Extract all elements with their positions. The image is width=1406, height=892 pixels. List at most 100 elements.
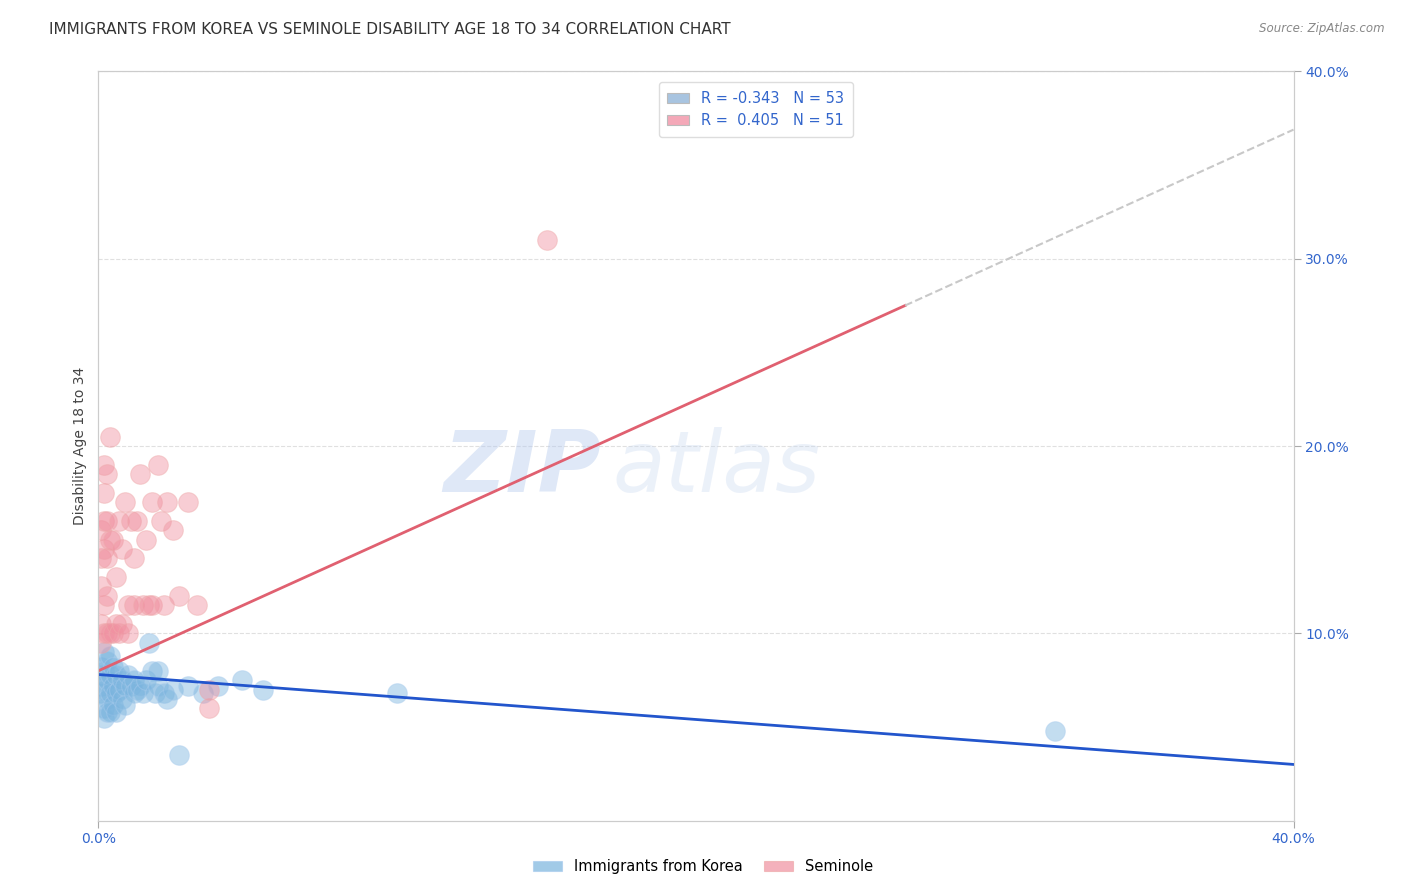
Point bbox=[90, 667, 112, 681]
Point bbox=[96, 589, 118, 603]
Point bbox=[93, 599, 115, 613]
Point bbox=[156, 495, 179, 509]
Point bbox=[93, 682, 115, 697]
Point bbox=[120, 679, 142, 693]
Point bbox=[207, 679, 229, 693]
Point bbox=[536, 233, 558, 247]
Point bbox=[96, 514, 118, 528]
Point bbox=[129, 679, 152, 693]
Point bbox=[135, 533, 157, 547]
Point bbox=[153, 686, 176, 700]
Point bbox=[98, 686, 122, 700]
Point bbox=[117, 667, 139, 681]
Point bbox=[93, 458, 115, 472]
Point bbox=[148, 664, 170, 678]
Point bbox=[108, 682, 131, 697]
Text: Source: ZipAtlas.com: Source: ZipAtlas.com bbox=[1260, 22, 1385, 36]
Point bbox=[1043, 723, 1066, 738]
Point bbox=[186, 599, 208, 613]
Point bbox=[93, 701, 115, 715]
Point bbox=[93, 514, 115, 528]
Point bbox=[108, 664, 131, 678]
Point bbox=[90, 686, 112, 700]
Point bbox=[114, 495, 136, 509]
Point bbox=[385, 686, 409, 700]
Point bbox=[96, 692, 118, 706]
Point bbox=[177, 679, 200, 693]
Point bbox=[90, 524, 112, 538]
Point bbox=[120, 514, 142, 528]
Point bbox=[114, 679, 136, 693]
Point bbox=[156, 692, 179, 706]
Point bbox=[103, 679, 125, 693]
Point bbox=[231, 673, 253, 688]
Point bbox=[252, 682, 274, 697]
Point bbox=[90, 679, 112, 693]
Point bbox=[148, 679, 170, 693]
Point bbox=[98, 430, 122, 444]
Point bbox=[117, 626, 139, 640]
Point bbox=[127, 514, 149, 528]
Point bbox=[138, 599, 160, 613]
Point bbox=[198, 682, 221, 697]
Text: IMMIGRANTS FROM KOREA VS SEMINOLE DISABILITY AGE 18 TO 34 CORRELATION CHART: IMMIGRANTS FROM KOREA VS SEMINOLE DISABI… bbox=[49, 22, 731, 37]
Point bbox=[105, 686, 128, 700]
Point bbox=[135, 673, 157, 688]
Point bbox=[90, 580, 112, 594]
Point bbox=[96, 705, 118, 719]
Point bbox=[141, 599, 163, 613]
Point bbox=[93, 542, 115, 557]
Point bbox=[98, 626, 122, 640]
Point bbox=[132, 686, 155, 700]
Point bbox=[93, 710, 115, 724]
Point bbox=[138, 635, 160, 649]
Y-axis label: Disability Age 18 to 34: Disability Age 18 to 34 bbox=[73, 367, 87, 525]
Point bbox=[198, 701, 221, 715]
Point bbox=[124, 599, 146, 613]
Legend: Immigrants from Korea, Seminole: Immigrants from Korea, Seminole bbox=[527, 854, 879, 880]
Point bbox=[148, 458, 170, 472]
Point bbox=[124, 551, 146, 566]
Point bbox=[93, 645, 115, 659]
Point bbox=[96, 626, 118, 640]
Point bbox=[93, 626, 115, 640]
Point bbox=[132, 599, 155, 613]
Point bbox=[90, 635, 112, 649]
Point bbox=[103, 698, 125, 712]
Point bbox=[141, 664, 163, 678]
Point bbox=[105, 667, 128, 681]
Point bbox=[111, 617, 134, 632]
Point bbox=[98, 648, 122, 663]
Point bbox=[96, 673, 118, 688]
Point bbox=[153, 599, 176, 613]
Point bbox=[177, 495, 200, 509]
Point bbox=[108, 626, 131, 640]
Point bbox=[143, 686, 166, 700]
Point bbox=[129, 467, 152, 482]
Point bbox=[167, 747, 190, 762]
Text: atlas: atlas bbox=[613, 427, 820, 510]
Point bbox=[124, 673, 146, 688]
Point bbox=[191, 686, 214, 700]
Text: ZIP: ZIP bbox=[443, 427, 600, 510]
Point bbox=[98, 533, 122, 547]
Point bbox=[127, 682, 149, 697]
Point bbox=[105, 617, 128, 632]
Point bbox=[124, 686, 146, 700]
Point bbox=[150, 514, 173, 528]
Point bbox=[90, 551, 112, 566]
Point bbox=[90, 660, 112, 674]
Point bbox=[96, 655, 118, 669]
Point bbox=[111, 673, 134, 688]
Point bbox=[96, 551, 118, 566]
Point bbox=[103, 660, 125, 674]
Point bbox=[105, 705, 128, 719]
Point bbox=[141, 495, 163, 509]
Legend: R = -0.343   N = 53, R =  0.405   N = 51: R = -0.343 N = 53, R = 0.405 N = 51 bbox=[658, 82, 853, 137]
Point bbox=[98, 667, 122, 681]
Point bbox=[103, 626, 125, 640]
Point bbox=[167, 589, 190, 603]
Point bbox=[114, 698, 136, 712]
Point bbox=[111, 542, 134, 557]
Point bbox=[111, 692, 134, 706]
